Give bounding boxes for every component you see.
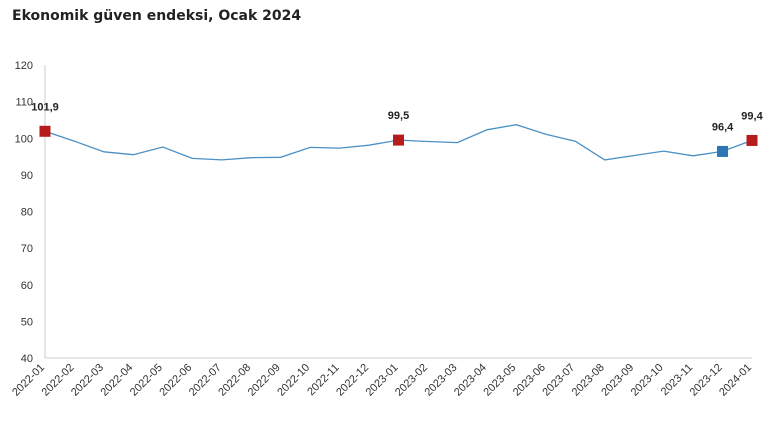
data-point-marker	[39, 125, 51, 137]
y-tick-label: 120	[15, 60, 33, 72]
chart-title: Ekonomik güven endeksi, Ocak 2024	[12, 8, 302, 24]
data-label: 101,9	[31, 101, 59, 113]
y-tick-label: 50	[21, 316, 33, 328]
data-point-marker	[746, 134, 758, 146]
x-tick-label: 2022-10	[275, 362, 312, 399]
y-tick-label: 100	[15, 133, 33, 145]
y-tick-label: 90	[21, 170, 33, 182]
y-tick-label: 40	[21, 353, 33, 365]
data-point-marker	[717, 145, 729, 157]
y-tick-label: 110	[15, 97, 33, 109]
y-tick-label: 70	[21, 243, 33, 255]
data-label: 96,4	[712, 121, 734, 133]
x-tick-label: 2023-10	[629, 362, 666, 399]
data-label: 99,4	[741, 110, 763, 122]
data-point-marker	[393, 134, 404, 146]
y-tick-label: 80	[21, 207, 33, 219]
x-tick-label: 2024-01	[717, 362, 754, 399]
y-tick-label: 60	[21, 280, 33, 292]
data-label: 99,5	[388, 110, 409, 122]
